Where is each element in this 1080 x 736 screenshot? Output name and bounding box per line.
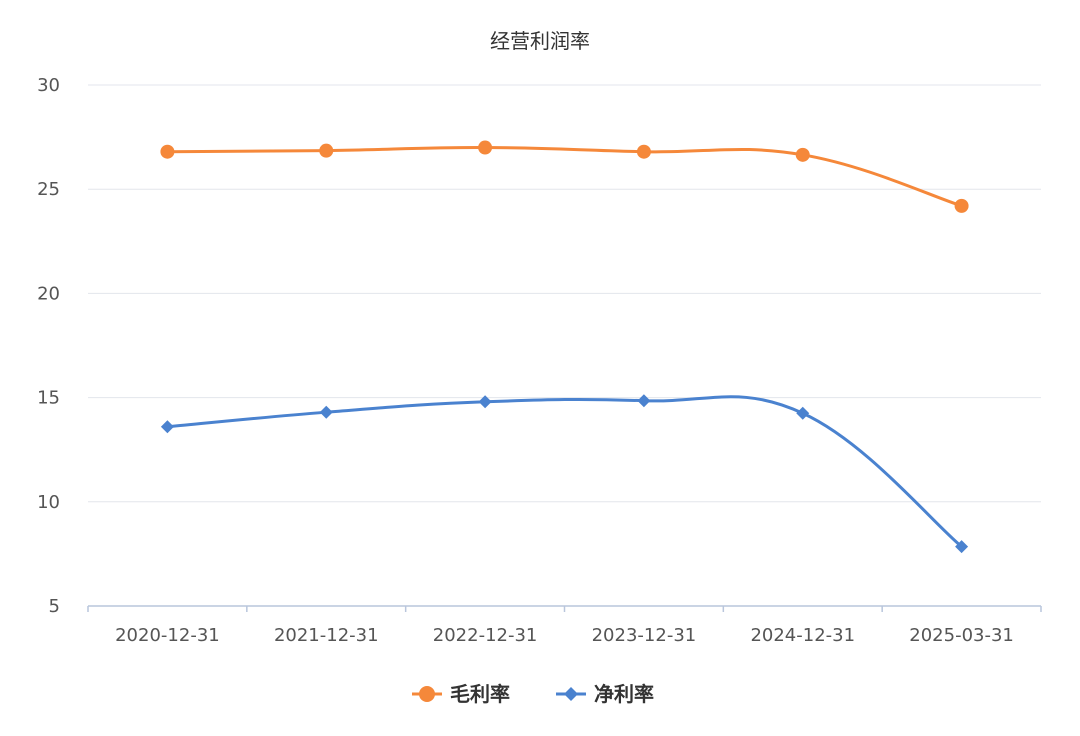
x-tick-label: 2025-03-31: [909, 625, 1014, 646]
data-point[interactable]: [160, 420, 174, 434]
series-line: [167, 395, 963, 548]
data-point[interactable]: [319, 143, 334, 158]
data-point[interactable]: [954, 198, 969, 213]
data-point[interactable]: [795, 147, 810, 162]
data-point[interactable]: [796, 406, 810, 420]
series-gross-margin: [160, 140, 969, 213]
legend[interactable]: 毛利率 净利率: [412, 682, 654, 706]
data-point[interactable]: [955, 540, 969, 554]
y-tick-label: 15: [37, 388, 60, 409]
series-net-margin: [160, 394, 969, 554]
x-tick-label: 2021-12-31: [274, 625, 379, 646]
legend-item-gross-margin[interactable]: 毛利率: [412, 682, 510, 706]
data-point[interactable]: [636, 144, 651, 159]
x-tick-label: 2022-12-31: [433, 625, 538, 646]
legend-diamond-icon: [564, 687, 578, 701]
y-tick-label: 25: [37, 179, 60, 200]
x-tick-label: 2020-12-31: [115, 625, 220, 646]
x-tick-label: 2024-12-31: [750, 625, 855, 646]
data-point[interactable]: [637, 394, 651, 408]
grid-lines: [88, 84, 1041, 503]
x-axis-labels: 2020-12-31 2021-12-31 2022-12-31 2023-12-31…: [115, 625, 1014, 646]
data-point[interactable]: [478, 140, 493, 155]
x-tick-label: 2023-12-31: [592, 625, 697, 646]
legend-item-net-margin[interactable]: 净利率: [556, 682, 654, 706]
chart-title: 经营利润率: [490, 29, 590, 53]
y-tick-label: 5: [49, 596, 60, 617]
y-tick-label: 20: [37, 283, 60, 304]
data-point[interactable]: [319, 405, 333, 419]
legend-circle-icon: [419, 686, 435, 702]
legend-label: 净利率: [594, 682, 654, 706]
x-axis: [87, 605, 1042, 612]
data-point[interactable]: [478, 395, 492, 409]
series-line: [167, 146, 963, 208]
series-layer: [160, 140, 969, 554]
y-axis-labels: 5 10 15 20 25 30: [37, 75, 60, 617]
legend-label: 毛利率: [450, 682, 510, 706]
data-point[interactable]: [160, 144, 175, 159]
y-tick-label: 10: [37, 492, 60, 513]
y-tick-label: 30: [37, 75, 60, 96]
